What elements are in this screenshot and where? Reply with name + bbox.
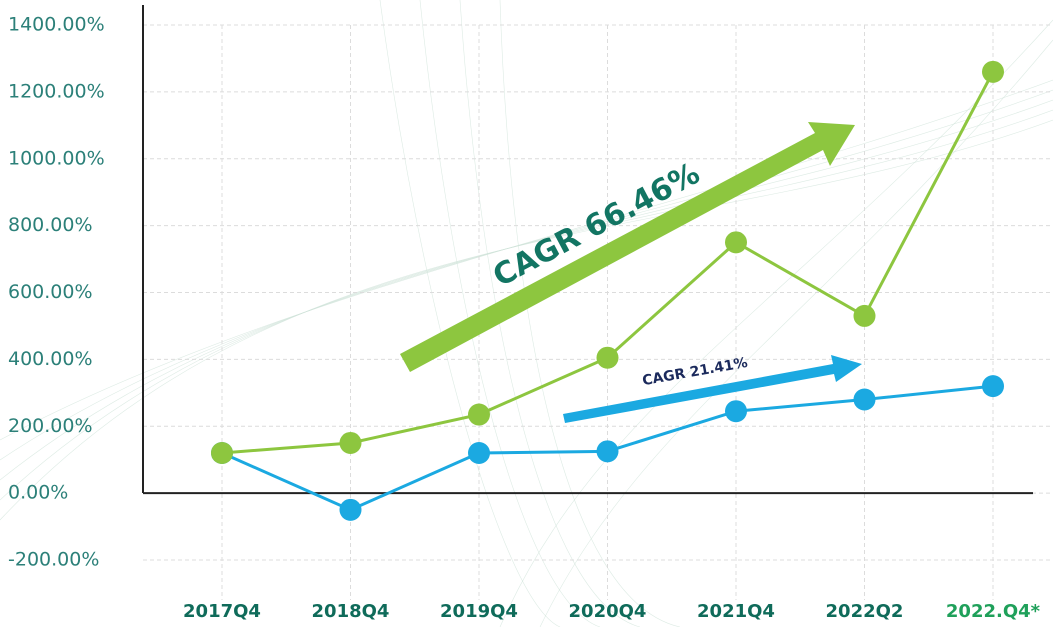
data-point <box>854 305 876 327</box>
data-point <box>982 61 1004 83</box>
data-point <box>211 442 233 464</box>
x-tick-label: 2019Q4 <box>440 601 518 622</box>
y-tick-label: 600.00% <box>8 281 93 303</box>
data-point <box>468 404 490 426</box>
y-tick-label: 0.00% <box>8 482 68 504</box>
data-point <box>340 432 362 454</box>
x-tick-label: 2022.Q4* <box>946 601 1041 622</box>
background-mesh <box>0 0 1053 627</box>
plot <box>143 61 1033 521</box>
data-point <box>982 375 1004 397</box>
x-tick-label: 2017Q4 <box>183 601 261 622</box>
x-tick-label: 2020Q4 <box>569 601 647 622</box>
x-tick-label: 2018Q4 <box>312 601 390 622</box>
y-tick-label: 1200.00% <box>8 80 105 102</box>
data-point <box>340 499 362 521</box>
y-tick-label: 800.00% <box>8 214 93 236</box>
data-point <box>725 231 747 253</box>
data-point <box>725 400 747 422</box>
trend-arrow <box>400 122 855 372</box>
y-tick-label: 200.00% <box>8 415 93 437</box>
data-point <box>597 347 619 369</box>
chart: CAGR 66.46% CAGR 21.41% -200.00%0.00%200… <box>0 0 1053 627</box>
x-tick-label: 2021Q4 <box>697 601 775 622</box>
data-point <box>597 440 619 462</box>
data-point <box>468 442 490 464</box>
y-tick-label: 1400.00% <box>8 14 105 36</box>
y-tick-label: 400.00% <box>8 348 93 370</box>
y-tick-label: 1000.00% <box>8 147 105 169</box>
data-point <box>854 389 876 411</box>
y-tick-label: -200.00% <box>8 549 99 571</box>
grid <box>143 25 1053 600</box>
x-tick-label: 2022Q2 <box>826 601 904 622</box>
